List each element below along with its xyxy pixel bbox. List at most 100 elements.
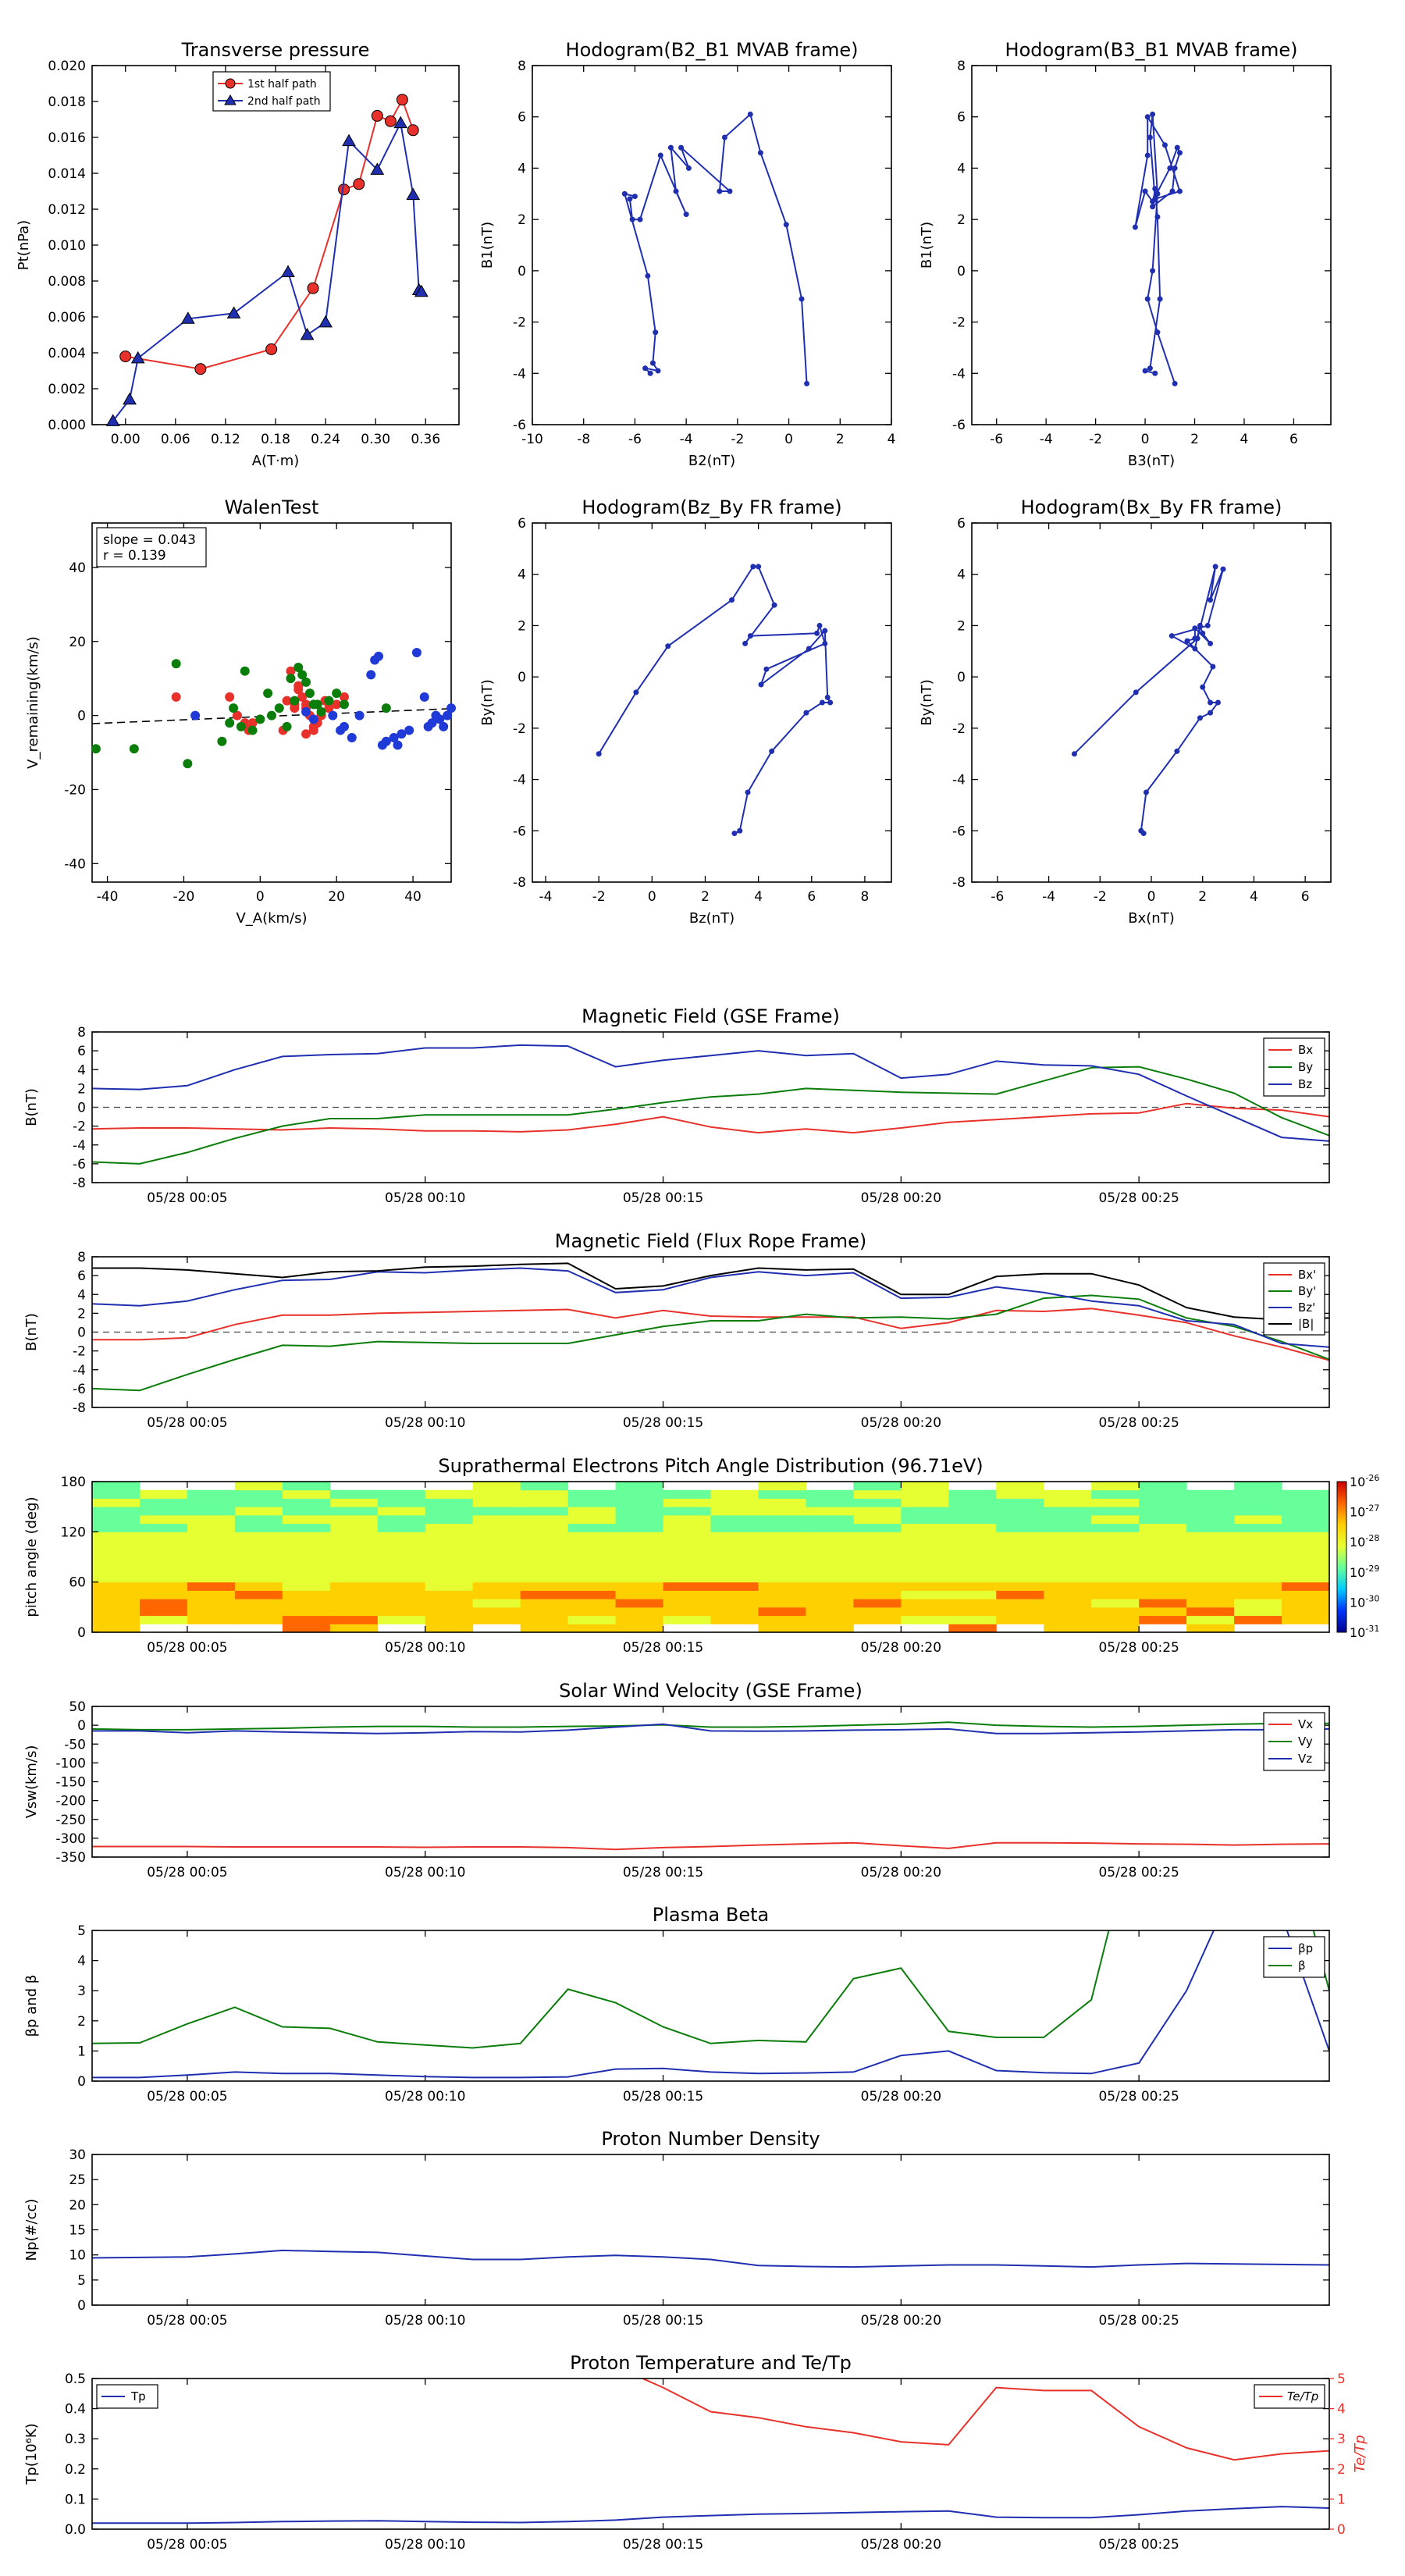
legend-label: Te/Tp xyxy=(1287,2389,1318,2403)
heatmap-cell xyxy=(615,1489,664,1499)
heatmap-cell xyxy=(710,1540,759,1550)
y-tick-label: 40 xyxy=(69,560,86,576)
legend-label: Vz xyxy=(1298,1752,1312,1766)
heatmap-cell xyxy=(234,1599,283,1608)
tp2-panel: Proton Temperature and Te/Tp 0.0 0.1 0.2 0.3… xyxy=(23,2352,1368,2553)
y-tick-label: 4 xyxy=(957,161,966,176)
heatmap-cell xyxy=(472,1532,521,1541)
heatmap-cell xyxy=(948,1606,997,1617)
heatmap-cell xyxy=(948,1573,997,1583)
heatmap-cell xyxy=(282,1557,331,1566)
legend-label: Bz' xyxy=(1298,1300,1315,1315)
y-tick-label: 0.020 xyxy=(48,59,86,74)
data-point xyxy=(404,725,414,735)
chart-title: Magnetic Field (Flux Rope Frame) xyxy=(555,1230,866,1252)
heatmap-cell xyxy=(758,1590,806,1599)
heatmap-cell xyxy=(520,1489,569,1499)
heatmap-cell xyxy=(234,1489,283,1499)
data-point xyxy=(756,564,762,570)
x-tick-label: 0 xyxy=(1147,889,1156,905)
data-point xyxy=(1174,144,1180,151)
series-line xyxy=(92,1930,1329,2049)
heatmap-cell xyxy=(377,1548,426,1557)
heatmap-cell xyxy=(948,1624,997,1633)
heatmap-cell xyxy=(1282,1606,1330,1617)
y-tick-label: -4 xyxy=(513,366,526,382)
data-point xyxy=(225,692,235,702)
y-tick-label: 0.1 xyxy=(65,2492,86,2507)
heatmap-cell xyxy=(1186,1582,1235,1591)
heatmap-cell xyxy=(1186,1599,1235,1608)
y-tick-label: 2 xyxy=(518,212,526,228)
heatmap-cell xyxy=(853,1507,902,1516)
x-tick-label: 05/28 00:10 xyxy=(385,2537,465,2553)
heatmap-cell xyxy=(1091,1624,1140,1633)
heatmap-cell xyxy=(567,1573,617,1583)
heatmap-cell xyxy=(1139,1573,1187,1583)
y-tick-label: 4 xyxy=(518,161,526,176)
data-point xyxy=(308,699,318,710)
heatmap-cell xyxy=(92,1514,140,1525)
data-point xyxy=(407,124,419,137)
heatmap-cell xyxy=(1186,1615,1235,1624)
legend-label: Vx xyxy=(1298,1717,1313,1731)
plot-frame xyxy=(91,65,460,425)
x-tick-label: 0.36 xyxy=(411,432,440,447)
heatmap-cell xyxy=(234,1548,283,1557)
heatmap-cell xyxy=(1044,1624,1092,1633)
heatmap-cell xyxy=(901,1565,949,1574)
heatmap-cell xyxy=(901,1582,949,1591)
colorbar-label: 10-30 xyxy=(1350,1593,1379,1610)
heatmap-cell xyxy=(663,1507,711,1516)
x-tick-label: 0.30 xyxy=(361,432,390,447)
data-point xyxy=(824,694,831,700)
heatmap-cell xyxy=(329,1523,379,1532)
legend: Tp xyxy=(96,2384,158,2409)
heatmap-cell xyxy=(520,1599,569,1608)
data-point xyxy=(1140,831,1147,837)
y-tick-label: 0 xyxy=(77,2298,86,2314)
data-point xyxy=(822,628,828,634)
colorbar-label-exponent: -28 xyxy=(1365,1533,1379,1543)
heatmap-cell xyxy=(139,1489,188,1499)
data-point xyxy=(301,677,311,687)
heatmap-cell xyxy=(1091,1498,1140,1507)
data-point xyxy=(370,162,385,175)
y2-tick-label: 1 xyxy=(1337,2492,1346,2507)
data-point xyxy=(1192,635,1198,642)
heatmap-cell xyxy=(187,1615,236,1624)
heatmap-cell xyxy=(329,1507,379,1516)
x-tick-label: -6 xyxy=(990,432,1003,447)
heatmap-cell xyxy=(1234,1532,1282,1541)
heatmap-cell xyxy=(1091,1590,1140,1599)
chart-title: Suprathermal Electrons Pitch Angle Distr… xyxy=(438,1455,983,1477)
heatmap-cell xyxy=(1139,1615,1187,1624)
data-point xyxy=(180,311,195,324)
heatmap-cell xyxy=(710,1532,759,1541)
heatmap-cell xyxy=(853,1482,902,1491)
heatmap-cell xyxy=(187,1599,236,1608)
y-tick-label: -150 xyxy=(55,1775,86,1791)
heatmap-cell xyxy=(425,1557,474,1566)
heatmap-cell xyxy=(996,1573,1044,1583)
heatmap-cell xyxy=(615,1482,664,1491)
heatmap-cell xyxy=(948,1498,997,1507)
heatmap-cell xyxy=(187,1606,236,1617)
heatmap-cell xyxy=(282,1514,331,1525)
plot-frame xyxy=(91,1706,1330,1858)
heatmap-cell xyxy=(329,1532,379,1541)
heatmap-cell xyxy=(996,1507,1044,1516)
y-tick-label: 0 xyxy=(77,2074,86,2090)
data-point xyxy=(339,692,349,702)
heatmap-cell xyxy=(329,1573,379,1583)
y-tick-label: 8 xyxy=(77,1250,86,1265)
heatmap-cell xyxy=(996,1540,1044,1550)
heatmap-cell xyxy=(329,1624,379,1633)
heatmap-cell xyxy=(1091,1540,1140,1550)
data-point xyxy=(1132,224,1138,230)
data-point xyxy=(1208,640,1214,646)
heatmap-cell xyxy=(663,1532,711,1541)
heatmap-cell xyxy=(853,1606,902,1617)
legend-label: Tp xyxy=(130,2389,146,2403)
legend-label: 1st half path xyxy=(247,78,317,91)
